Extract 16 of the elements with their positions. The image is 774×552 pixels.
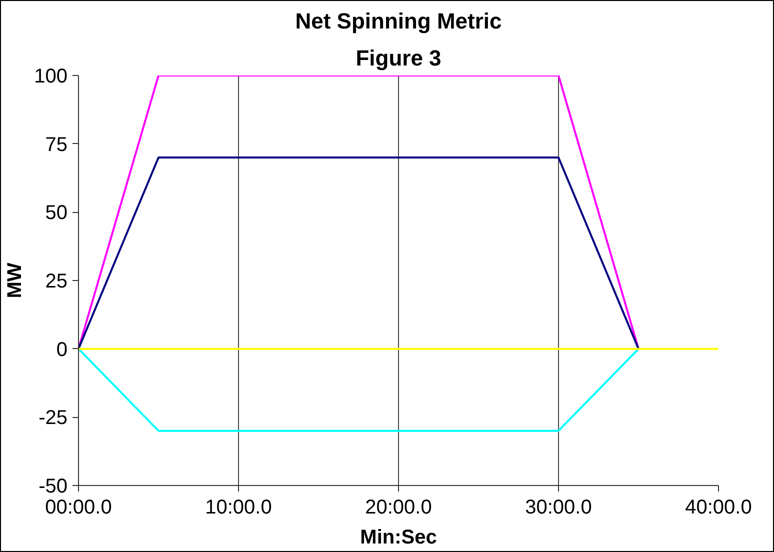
y-tick-label: 75 [45, 134, 68, 156]
chart-title: Net Spinning Metric [295, 8, 502, 34]
x-tick-label: 20:00.0 [365, 496, 432, 518]
y-tick-label: 0 [56, 338, 68, 361]
y-tick-label: 100 [34, 66, 68, 88]
y-tick-label: 25 [45, 270, 68, 292]
x-tick-label: 30:00.0 [525, 496, 592, 518]
x-tick-label: 00:00.0 [45, 496, 112, 518]
y-tick-label: -50 [38, 476, 68, 498]
x-tick-label: 40:00.0 [685, 496, 752, 518]
y-tick-label: -25 [38, 407, 68, 430]
chart-subtitle: Figure 3 [356, 46, 442, 70]
x-axis-title: Min:Sec [360, 526, 437, 548]
y-tick-label: 50 [45, 202, 68, 224]
x-tick-label: 10:00.0 [205, 496, 272, 518]
y-axis-title: MW [4, 262, 26, 298]
